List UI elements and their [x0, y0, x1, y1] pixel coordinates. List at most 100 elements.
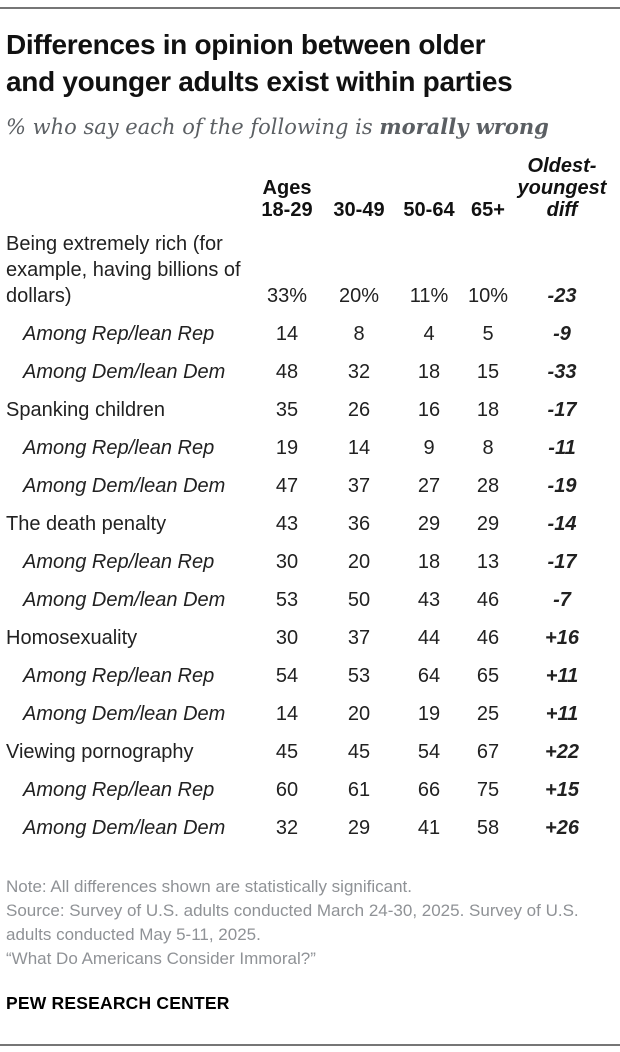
- table-row: Among Dem/lean Dem 48 32 18 15 -33: [6, 353, 612, 391]
- pew-research-center-wordmark: PEW RESEARCH CENTER: [6, 993, 230, 1013]
- row-label: Viewing pornography: [6, 741, 194, 763]
- value-cell: 60: [275, 779, 299, 801]
- value-cell: 54: [275, 665, 299, 687]
- table-row: Among Rep/lean Rep 54 53 64 65 +11: [6, 657, 612, 695]
- table-row: Among Rep/lean Rep 19 14 9 8 -11: [6, 429, 612, 467]
- value-cell: 20: [347, 551, 371, 573]
- column-header-diff: Oldest- youngest diff: [517, 155, 607, 221]
- value-cell: 43: [417, 589, 441, 611]
- table-row: Being extremely rich (for example, havin…: [6, 225, 612, 315]
- column-header-65plus: 65+: [471, 199, 505, 221]
- column-header-18-29: Ages 18-29: [250, 155, 324, 225]
- diff-cell: -17: [547, 399, 577, 421]
- diff-cell: -14: [547, 513, 577, 535]
- value-cell: 64: [417, 665, 441, 687]
- diff-cell: -11: [548, 437, 576, 459]
- table-row: Among Dem/lean Dem 14 20 19 25 +11: [6, 695, 612, 733]
- value-cell: 47: [275, 475, 299, 497]
- value-cell: 32: [275, 817, 299, 839]
- row-label: Among Dem/lean Dem: [23, 361, 226, 383]
- value-cell: 53: [275, 589, 299, 611]
- value-cell: 9: [423, 437, 435, 459]
- table-row: Among Rep/lean Rep 60 61 66 75 +15: [6, 771, 612, 809]
- value-cell: 13: [476, 551, 500, 573]
- table-row: Spanking children 35 26 16 18 -17: [6, 391, 612, 429]
- value-cell: 48: [275, 361, 299, 383]
- source-text: Source: Survey of U.S. adults conducted …: [6, 901, 579, 944]
- diff-cell: -23: [547, 285, 577, 307]
- value-cell: 29: [417, 513, 441, 535]
- table-row: Viewing pornography 45 45 54 67 +22: [6, 733, 612, 771]
- row-label: Among Rep/lean Rep: [23, 551, 215, 573]
- value-cell: 45: [275, 741, 299, 763]
- value-cell: 18: [417, 361, 441, 383]
- value-cell: 19: [275, 437, 299, 459]
- table-row: Among Dem/lean Dem 32 29 41 58 +26: [6, 809, 612, 847]
- diff-cell: +26: [545, 817, 579, 839]
- table-body: Being extremely rich (for example, havin…: [6, 225, 612, 847]
- diff-cell: +22: [545, 741, 579, 763]
- value-cell: 46: [476, 589, 500, 611]
- row-label: Being extremely rich (for example, havin…: [6, 233, 241, 307]
- value-cell: 16: [417, 399, 441, 421]
- value-cell: 25: [476, 703, 500, 725]
- column-header-50-64: 50-64: [403, 199, 455, 221]
- value-cell: 44: [417, 627, 441, 649]
- value-cell: 18: [417, 551, 441, 573]
- value-cell: 50: [347, 589, 371, 611]
- table-row: Among Dem/lean Dem 53 50 43 46 -7: [6, 581, 612, 619]
- note-text: Note: All differences shown are statisti…: [6, 877, 412, 896]
- row-label: Among Dem/lean Dem: [23, 817, 226, 839]
- row-label: Among Rep/lean Rep: [23, 437, 215, 459]
- value-cell: 35: [275, 399, 299, 421]
- diff-cell: +16: [545, 627, 579, 649]
- subtitle: % who say each of the following is moral…: [6, 113, 612, 141]
- value-cell: 30: [275, 551, 299, 573]
- value-cell: 66: [417, 779, 441, 801]
- value-cell: 61: [347, 779, 371, 801]
- row-label: Among Dem/lean Dem: [23, 703, 226, 725]
- value-cell: 19: [417, 703, 441, 725]
- diff-cell: -17: [547, 551, 577, 573]
- value-cell: 5: [482, 323, 494, 345]
- subtitle-prefix: % who say each of the following is: [6, 115, 380, 139]
- diff-cell: -19: [547, 475, 577, 497]
- value-cell: 37: [347, 627, 371, 649]
- row-label: Among Dem/lean Dem: [23, 589, 226, 611]
- value-cell: 10%: [467, 285, 509, 307]
- top-rule: [0, 7, 620, 9]
- value-cell: 43: [275, 513, 299, 535]
- value-cell: 8: [353, 323, 365, 345]
- value-cell: 53: [347, 665, 371, 687]
- value-cell: 8: [482, 437, 494, 459]
- diff-cell: +11: [545, 665, 579, 687]
- row-label: The death penalty: [6, 513, 167, 535]
- value-cell: 20%: [338, 285, 380, 307]
- value-cell: 30: [275, 627, 299, 649]
- table-header: Ages 18-29 30-49 50-64 65+ Oldest- young…: [6, 155, 612, 225]
- value-cell: 36: [347, 513, 371, 535]
- value-cell: 41: [417, 817, 441, 839]
- header-row: Ages 18-29 30-49 50-64 65+ Oldest- young…: [6, 155, 612, 225]
- value-cell: 29: [476, 513, 500, 535]
- value-cell: 14: [275, 703, 299, 725]
- value-cell: 32: [347, 361, 371, 383]
- bottom-rule: [0, 1044, 620, 1046]
- row-label: Homosexuality: [6, 627, 138, 649]
- diff-cell: -9: [553, 323, 571, 345]
- value-cell: 28: [476, 475, 500, 497]
- value-cell: 46: [476, 627, 500, 649]
- page-title: Differences in opinion between older and…: [6, 0, 612, 100]
- table-row: Homosexuality 30 37 44 46 +16: [6, 619, 612, 657]
- value-cell: 58: [476, 817, 500, 839]
- ages-label: Ages: [262, 177, 312, 199]
- label-column-header: [6, 155, 250, 225]
- footnotes: Note: All differences shown are statisti…: [6, 875, 612, 971]
- diff-cell: +11: [545, 703, 579, 725]
- value-cell: 18: [476, 399, 500, 421]
- value-cell: 4: [423, 323, 435, 345]
- value-cell: 33%: [266, 285, 308, 307]
- value-cell: 29: [347, 817, 371, 839]
- table-row: Among Dem/lean Dem 47 37 27 28 -19: [6, 467, 612, 505]
- value-cell: 75: [476, 779, 500, 801]
